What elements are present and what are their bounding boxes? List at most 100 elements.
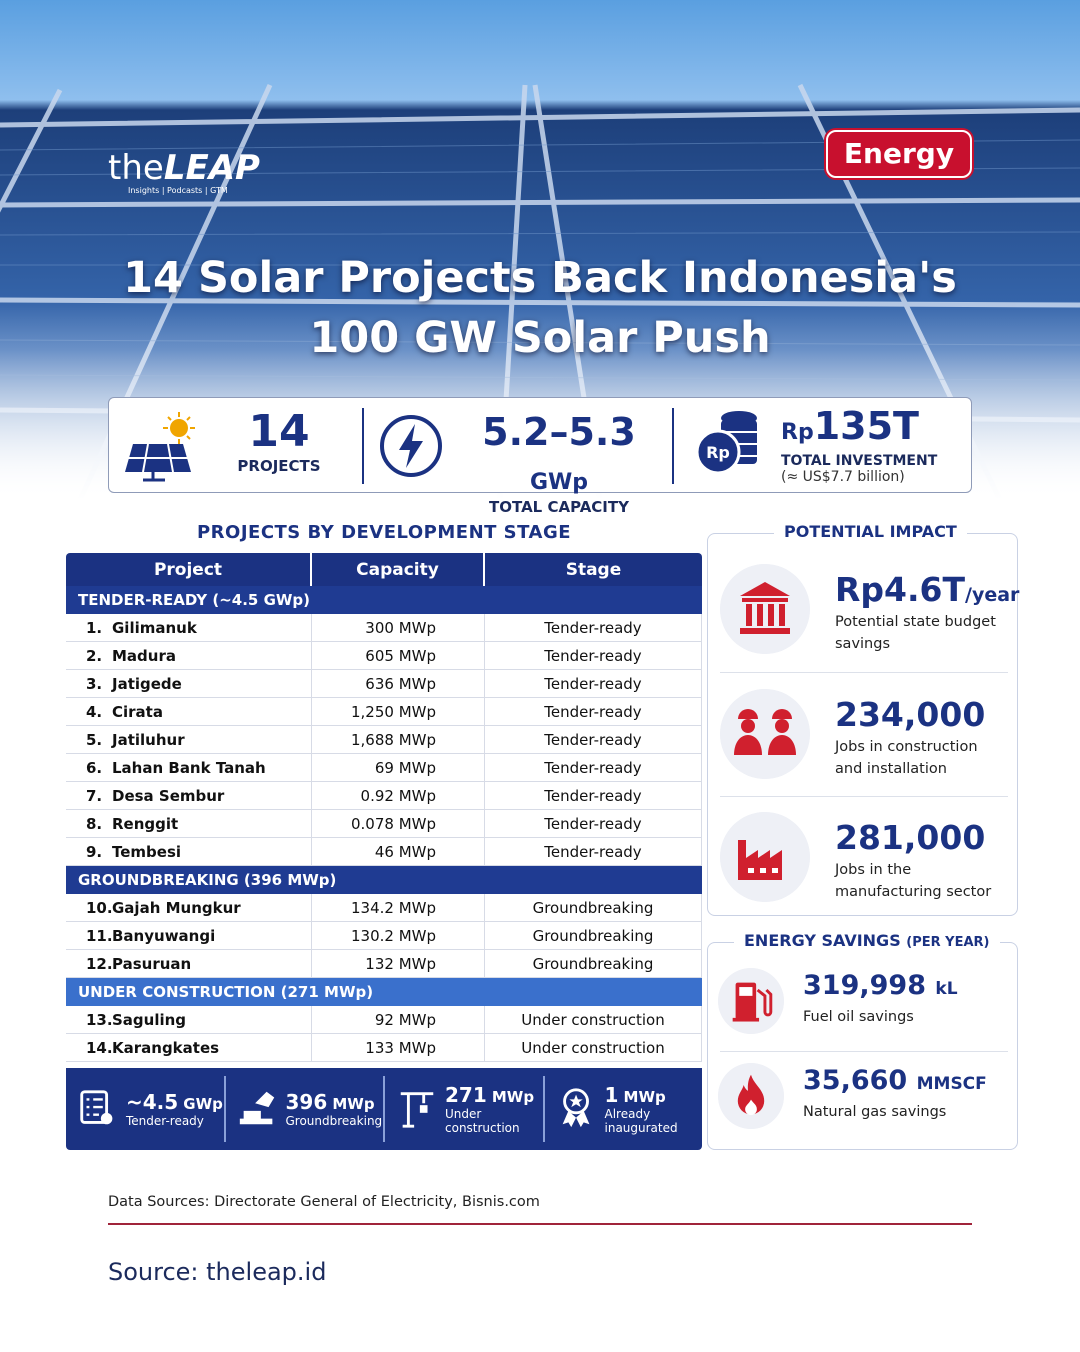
stage-cell: Tender-ready <box>485 614 702 641</box>
header-cell: Stage <box>565 559 622 580</box>
stage-cell: Under construction <box>485 1034 702 1061</box>
stat-value: 5.2–5.3 <box>482 410 636 454</box>
table-row: 8. Renggit 0.078 MWp Tender-ready <box>66 810 702 838</box>
stage-cell: Tender-ready <box>485 642 702 669</box>
row-number: 14. <box>86 1038 113 1057</box>
project-cell: 5. Jatiluhur <box>66 726 312 753</box>
projects-table: Project Capacity Stage TENDER-READY (~4.5 … <box>66 553 702 1062</box>
energy-value: 35,660 <box>803 1065 908 1096</box>
summary-item: 1 MWp Already inaugurated <box>545 1076 703 1142</box>
energy-desc: Natural gas savings <box>803 1104 947 1120</box>
category-tag: Energy <box>826 130 972 178</box>
data-sources: Data Sources: Directorate General of Ele… <box>108 1194 540 1210</box>
capacity-cell: 636 MWp <box>312 670 485 697</box>
brand-name: LEAP <box>163 148 260 188</box>
project-name: Pasuruan <box>112 954 192 973</box>
capacity-cell: 134.2 MWp <box>312 894 485 921</box>
project-name: Saguling <box>112 1010 187 1029</box>
capacity-cell: 92 MWp <box>312 1006 485 1033</box>
summary-icon <box>80 1090 113 1125</box>
stat-label: PROJECTS <box>237 457 321 475</box>
table-row: 7. Desa Sembur 0.92 MWp Tender-ready <box>66 782 702 810</box>
project-cell: 6. Lahan Bank Tanah <box>66 754 312 781</box>
impact-desc: Jobs in construction and installation <box>835 739 978 777</box>
table-row: 13. Saguling 92 MWp Under construction <box>66 1006 702 1034</box>
table-title: PROJECTS BY DEVELOPMENT STAGE <box>196 522 572 543</box>
divider <box>720 796 1008 797</box>
stat-note: (≈ US$7.7 billion) <box>781 469 905 485</box>
stage-cell: Tender-ready <box>485 782 702 809</box>
header-cell: Project <box>66 553 312 586</box>
panel-title: POTENTIAL IMPACT <box>774 522 967 541</box>
table-row: 5. Jatiluhur 1,688 MWp Tender-ready <box>66 726 702 754</box>
impact-value: Rp4.6T <box>835 570 966 609</box>
headline-line: 100 GW Solar Push <box>309 313 771 363</box>
project-cell: 3. Jatigede <box>66 670 312 697</box>
summary-text: 271 MWp Under construction <box>445 1083 543 1135</box>
summary-text: 1 MWp Already inaugurated <box>605 1083 703 1135</box>
project-name: Cirata <box>112 702 163 721</box>
capacity-cell: 1,250 MWp <box>312 698 485 725</box>
capacity-cell: 130.2 MWp <box>312 922 485 949</box>
project-cell: 1. Gilimanuk <box>66 614 312 641</box>
capacity-cell: 605 MWp <box>312 642 485 669</box>
svg-text:Rp: Rp <box>706 443 730 462</box>
impact-desc: Jobs in the manufacturing sector <box>835 862 992 900</box>
brand-name: the <box>108 148 164 188</box>
project-name: Renggit <box>112 814 179 833</box>
stat-unit: GWp <box>529 470 589 495</box>
stage-cell: Tender-ready <box>485 698 702 725</box>
summary-label: Tender-ready <box>126 1114 204 1128</box>
row-number: 3. <box>86 674 103 693</box>
table-row: 14. Karangkates 133 MWp Under construction <box>66 1034 702 1062</box>
table-row: 4. Cirata 1,250 MWp Tender-ready <box>66 698 702 726</box>
row-number: 1. <box>86 618 103 637</box>
summary-text: ~4.5 GWp Tender-ready <box>126 1090 223 1128</box>
capacity-cell: 1,688 MWp <box>312 726 485 753</box>
summary-figure: 271 MWp <box>445 1083 543 1107</box>
group-row: UNDER CONSTRUCTION (271 MWp) <box>66 978 702 1006</box>
table-header: Project Capacity Stage <box>66 553 702 586</box>
summary-value: 1 <box>604 1083 619 1107</box>
row-number: 7. <box>86 786 103 805</box>
table-row: 9. Tembesi 46 MWp Tender-ready <box>66 838 702 866</box>
project-name: Lahan Bank Tanah <box>112 758 266 777</box>
project-cell: 12. Pasuruan <box>66 950 312 977</box>
summary-unit: MWp <box>491 1088 535 1106</box>
row-number: 5. <box>86 730 103 749</box>
project-name: Karangkates <box>112 1038 220 1057</box>
summary-unit: MWp <box>623 1088 666 1106</box>
solar-icon <box>125 412 195 482</box>
summary-item: 396 MWp Groundbreaking <box>226 1076 385 1142</box>
header-cell: Capacity <box>312 553 485 586</box>
stage-cell: Under construction <box>485 1006 702 1033</box>
fuel-icon <box>718 968 784 1034</box>
panel-title: ENERGY SAVINGS <box>744 931 901 950</box>
table-row: 1. Gilimanuk 300 MWp Tender-ready <box>66 614 702 642</box>
summary-label: Under construction <box>445 1107 520 1135</box>
impact-unit: /year <box>965 584 1020 606</box>
project-name: Gajah Mungkur <box>112 898 241 917</box>
capacity-cell: 132 MWp <box>312 950 485 977</box>
summary-item: 271 MWp Under construction <box>385 1076 545 1142</box>
summary-label: Already inaugurated <box>604 1107 678 1135</box>
stage-cell: Tender-ready <box>485 810 702 837</box>
summary-value: ~4.5 <box>126 1090 179 1114</box>
impact-value: 281,000 <box>835 818 986 857</box>
project-name: Jatigede <box>112 674 182 693</box>
energy-value: 319,998 <box>803 970 926 1001</box>
capacity-cell: 300 MWp <box>312 614 485 641</box>
summary-label: Groundbreaking <box>285 1114 383 1128</box>
stat-prefix: Rp <box>781 420 814 445</box>
row-number: 11. <box>86 926 113 945</box>
row-number: 10. <box>86 898 113 917</box>
stage-cell: Tender-ready <box>485 670 702 697</box>
capacity-cell: 69 MWp <box>312 754 485 781</box>
headline-line: 14 Solar Projects Back Indonesia's <box>123 253 957 303</box>
stage-cell: Groundbreaking <box>485 922 702 949</box>
flame-icon <box>718 1063 784 1129</box>
divider <box>720 1051 1008 1052</box>
row-number: 12. <box>86 954 113 973</box>
table-row: 3. Jatigede 636 MWp Tender-ready <box>66 670 702 698</box>
